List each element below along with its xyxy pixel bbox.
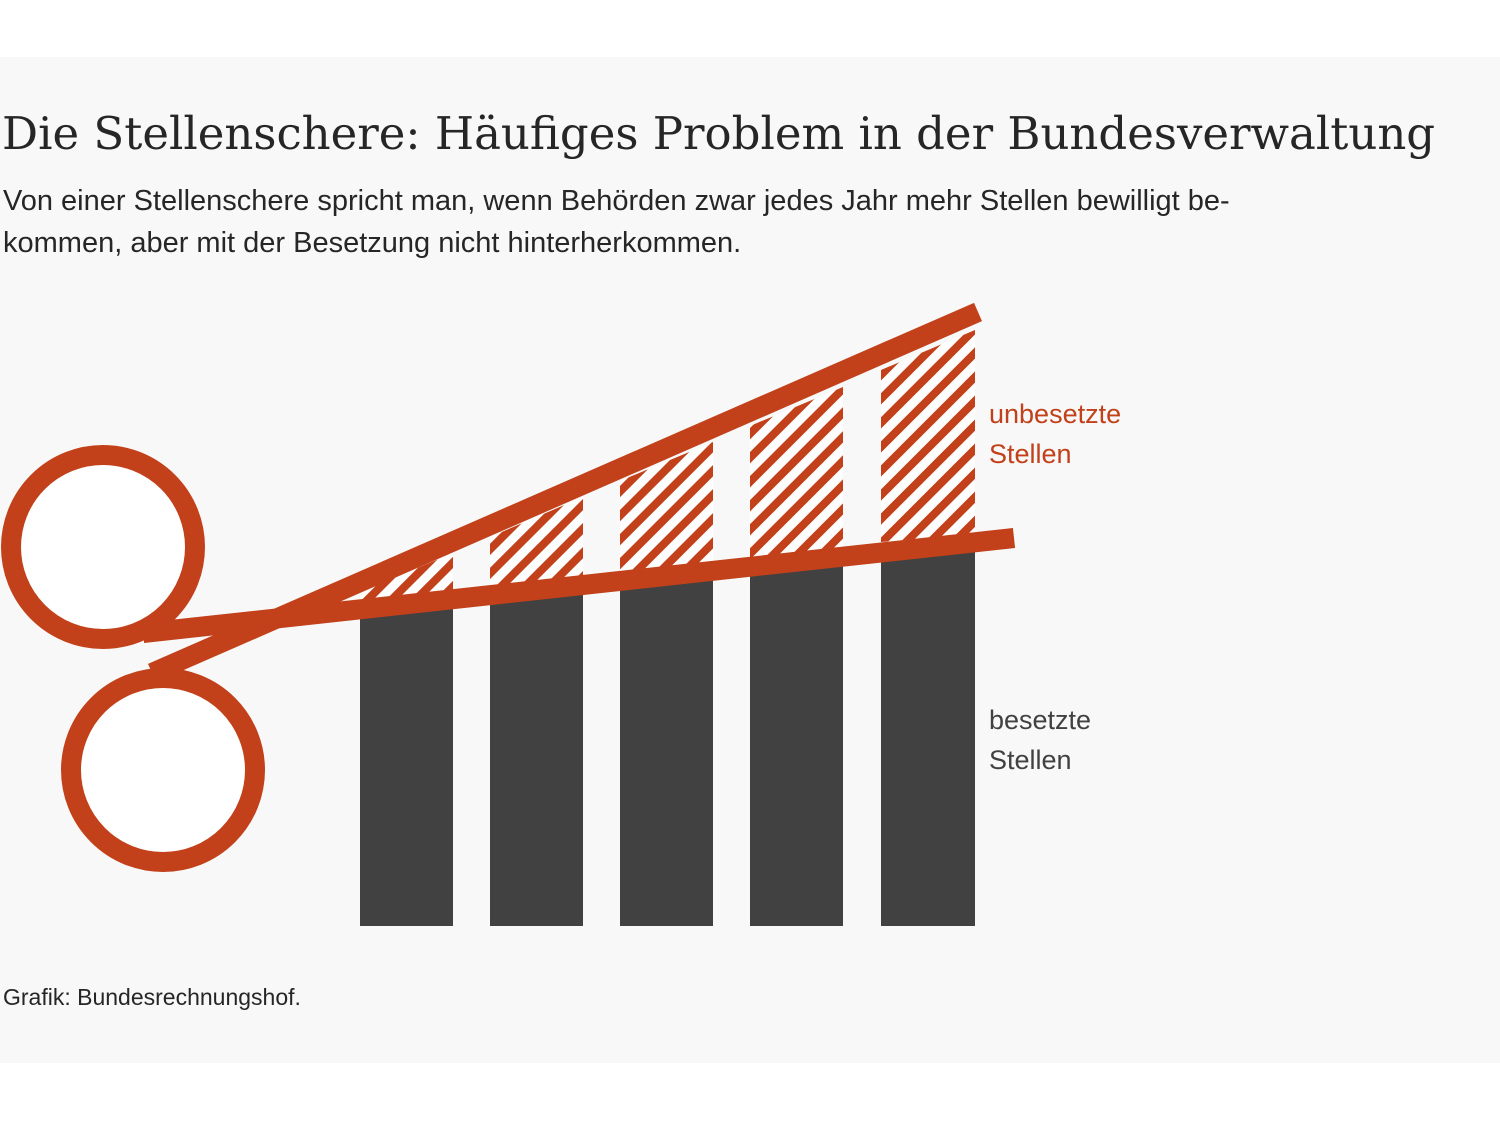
label-filled-line-2: Stellen [989, 745, 1072, 775]
legend-unfilled: unbesetzte Stellen [989, 399, 1121, 469]
label-unfilled-line-1: unbesetzte [989, 399, 1121, 429]
scissors-icon [1, 302, 1016, 872]
unfilled-bar-3 [620, 442, 713, 572]
filled-bar-2 [490, 587, 583, 926]
unfilled-bars [360, 330, 975, 603]
scissors-lower-handle [61, 668, 265, 872]
legend-filled: besetzte Stellen [989, 705, 1091, 775]
filled-bars [360, 541, 975, 926]
filled-bar-3 [620, 572, 713, 926]
label-filled-line-1: besetzte [989, 705, 1091, 735]
filled-bar-5 [881, 541, 975, 926]
unfilled-bar-5 [881, 330, 975, 542]
subtitle-line-2: kommen, aber mit der Besetzung nicht hin… [3, 227, 742, 259]
scissors-upper-handle [1, 445, 205, 649]
unfilled-bar-4 [750, 387, 843, 557]
scissors-lower-blade [141, 528, 1016, 643]
label-unfilled-line-2: Stellen [989, 439, 1072, 469]
subtitle-line-1: Von einer Stellenschere spricht man, wen… [3, 185, 1230, 217]
filled-bar-1 [360, 603, 453, 926]
filled-bar-4 [750, 557, 843, 926]
unfilled-bar-2 [490, 497, 583, 587]
page-title: Die Stellenschere: Häufiges Problem in d… [2, 107, 1436, 160]
subtitle: Von einer Stellenschere spricht man, wen… [3, 180, 1473, 264]
unfilled-bar-1 [360, 553, 453, 603]
source-credit: Grafik: Bundesrechnungshof. [3, 984, 301, 1010]
